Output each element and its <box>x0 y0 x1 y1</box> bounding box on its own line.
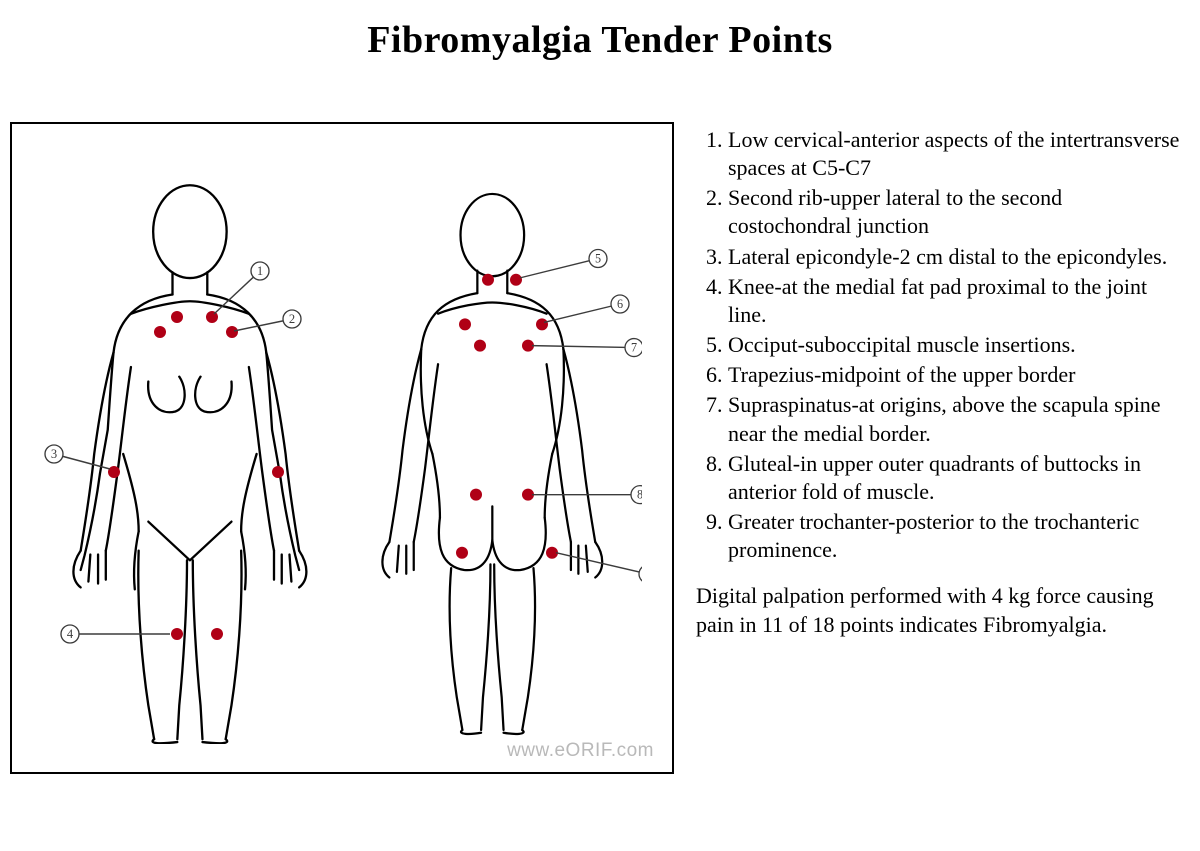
point-item-7: Supraspinatus-at origins, above the scap… <box>728 391 1190 447</box>
point-item-2: Second rib-upper lateral to the second c… <box>728 184 1190 240</box>
body-front: 1 2 3 4 <box>42 164 332 744</box>
text-column: Low cervical-anterior aspects of the int… <box>674 122 1190 774</box>
tender-point-occiput-R <box>510 274 522 286</box>
tender-point-occiput-L <box>482 274 494 286</box>
figure-frame: 1 2 3 4 <box>10 122 674 774</box>
point-item-1: Low cervical-anterior aspects of the int… <box>728 126 1190 182</box>
tender-point-supraspinatus-L <box>474 340 486 352</box>
callout-number-1: 1 <box>257 264 263 278</box>
point-item-4: Knee-at the medial fat pad proximal to t… <box>728 273 1190 329</box>
callout-badge-9 <box>639 565 642 583</box>
content-row: 1 2 3 4 <box>0 122 1200 774</box>
watermark: www.eORIF.com <box>507 740 654 762</box>
diagnostic-note: Digital palpation performed with 4 kg fo… <box>696 582 1190 638</box>
callout-number-7: 7 <box>631 341 637 355</box>
tender-point-trapezius-L <box>459 318 471 330</box>
point-item-5: Occiput-suboccipital muscle insertions. <box>728 331 1190 359</box>
point-list: Low cervical-anterior aspects of the int… <box>696 126 1190 564</box>
tender-point-trochanter-L <box>456 547 468 559</box>
callout-number-8: 8 <box>637 488 642 502</box>
page-title: Fibromyalgia Tender Points <box>0 0 1200 62</box>
callout-line-9 <box>556 553 642 574</box>
callout-number-4: 4 <box>67 627 74 641</box>
tender-point-low-cervical-L <box>171 311 183 323</box>
page: Fibromyalgia Tender Points <box>0 0 1200 851</box>
tender-point-knee-R <box>211 628 223 640</box>
point-item-3: Lateral epicondyle-2 cm distal to the ep… <box>728 243 1190 271</box>
point-item-6: Trapezius-midpoint of the upper border <box>728 361 1190 389</box>
callout-number-2: 2 <box>289 312 295 326</box>
callout-line-6 <box>544 304 620 322</box>
tender-point-second-rib-R <box>226 326 238 338</box>
tender-point-knee-L <box>171 628 183 640</box>
point-item-8: Gluteal-in upper outer quadrants of butt… <box>728 450 1190 506</box>
body-back: 56789 <box>352 164 642 744</box>
tender-point-lat-epicondyle-L <box>108 466 120 478</box>
callout-number-6: 6 <box>617 297 623 311</box>
tender-point-second-rib-L <box>154 326 166 338</box>
tender-point-lat-epicondyle-R <box>272 466 284 478</box>
tender-point-gluteal-L <box>470 489 482 501</box>
callout-line-5 <box>520 259 598 278</box>
tender-point-trapezius-R <box>536 318 548 330</box>
figure-wrap: 1 2 3 4 <box>10 122 674 774</box>
callout-number-3: 3 <box>51 447 57 461</box>
point-item-9: Greater trochanter-posterior to the troc… <box>728 508 1190 564</box>
callout-line-7 <box>532 346 634 348</box>
callout-number-5: 5 <box>595 252 601 266</box>
